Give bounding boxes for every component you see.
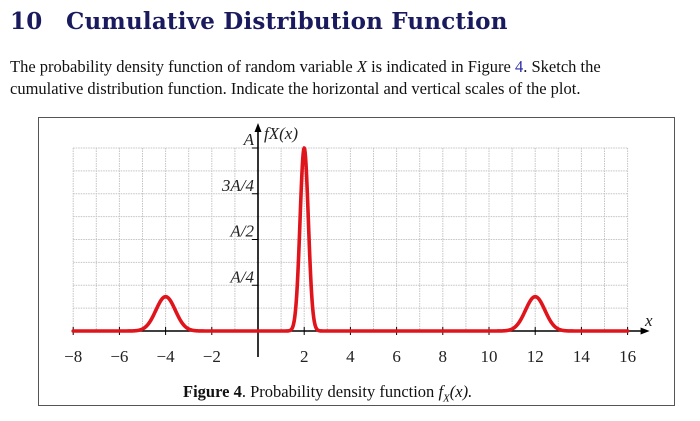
x-tick-label: −4 <box>157 347 176 366</box>
x-tick-label: 12 <box>527 347 544 366</box>
x-axis-arrow-icon <box>640 327 650 335</box>
x-tick-label: −6 <box>110 347 128 366</box>
x-tick-label: −8 <box>64 347 82 366</box>
section-heading: 10 Cumulative Distribution Function <box>10 8 508 35</box>
x-axis-label: x <box>644 311 653 330</box>
y-axis-label: fX(x) <box>264 124 298 143</box>
y-tick-label: 3A/4 <box>221 176 255 195</box>
y-tick-label: A/4 <box>229 267 254 286</box>
caption-label: Figure 4 <box>183 382 242 401</box>
pdf-curve <box>71 146 630 333</box>
figure-reference-link[interactable]: 4 <box>515 57 524 76</box>
figure-frame <box>38 117 675 406</box>
section-number: 10 <box>10 8 43 35</box>
x-tick-label: 10 <box>481 347 498 366</box>
x-tick-label: 16 <box>619 347 636 366</box>
paragraph-line-1: The probability density function of rand… <box>10 57 601 76</box>
problem-paragraph: The probability density function of rand… <box>10 56 700 100</box>
x-tick-label: 14 <box>573 347 591 366</box>
x-tick-label: 2 <box>300 347 309 366</box>
x-tick-label: 6 <box>392 347 401 366</box>
paragraph-line-2: cumulative distribution function. Indica… <box>10 79 581 98</box>
y-tick-label: A <box>243 130 255 149</box>
x-tick-label: −2 <box>203 347 221 366</box>
random-variable: X <box>356 57 367 76</box>
x-tick-label: 8 <box>439 347 448 366</box>
x-tick-label: 4 <box>346 347 355 366</box>
y-axis-arrow-icon <box>254 123 262 132</box>
y-tick-label: A/2 <box>229 222 254 241</box>
section-title: Cumulative Distribution Function <box>66 8 508 35</box>
